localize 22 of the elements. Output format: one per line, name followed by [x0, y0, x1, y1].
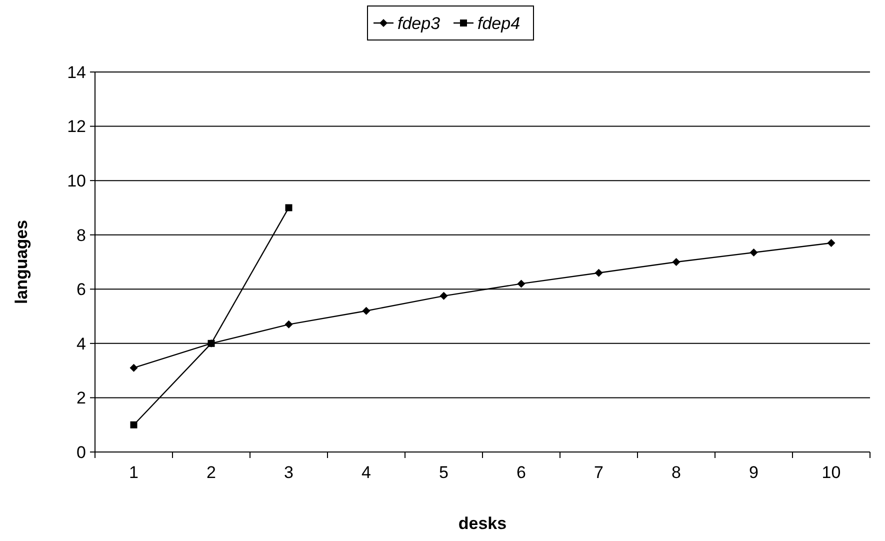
x-tick-label: 10	[822, 463, 841, 482]
y-tick-label: 10	[67, 172, 86, 191]
y-tick-label: 2	[76, 388, 86, 408]
y-tick-label: 12	[67, 117, 86, 136]
x-tick-label: 7	[594, 463, 604, 482]
x-tick-label: 6	[516, 463, 526, 482]
x-tick-label: 1	[129, 463, 138, 482]
legend-label: fdep4	[478, 14, 520, 33]
x-tick-label: 2	[206, 463, 216, 482]
x-axis-title: desks	[458, 514, 507, 533]
x-tick-label: 4	[362, 463, 371, 482]
x-tick-label: 8	[672, 463, 681, 482]
y-tick-label: 8	[76, 226, 86, 245]
y-tick-label: 4	[76, 334, 86, 354]
y-tick-label: 0	[76, 442, 86, 462]
legend-label: fdep3	[398, 14, 441, 33]
x-tick-label: 5	[439, 463, 448, 482]
x-tick-label: 9	[749, 463, 758, 482]
y-tick-label: 6	[76, 280, 86, 300]
y-axis-title: languages	[12, 220, 31, 304]
y-tick-label: 14	[67, 62, 86, 82]
x-tick-label: 3	[284, 463, 294, 482]
